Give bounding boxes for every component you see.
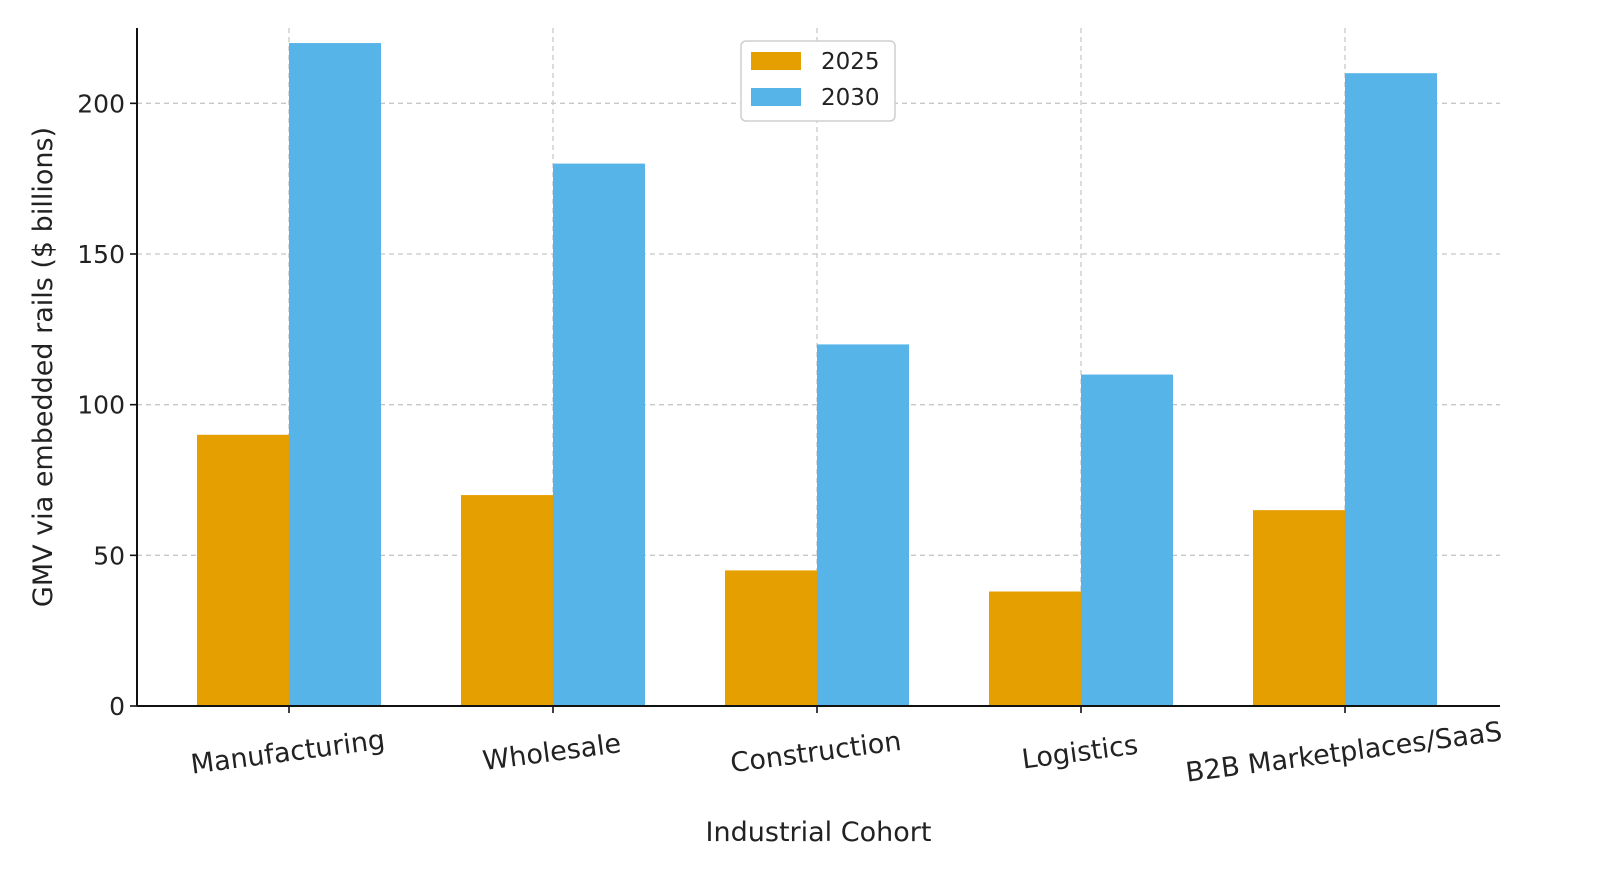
bar-2030-wholesale <box>553 163 645 707</box>
legend-label-2030: 2030 <box>821 85 880 111</box>
bar-2025-manufacturing <box>197 434 289 706</box>
x-tick-label: Logistics <box>1020 730 1140 776</box>
y-tick-label: 150 <box>77 240 125 269</box>
bar-2030-construction <box>817 344 909 706</box>
y-tick-label: 0 <box>109 692 125 721</box>
bar-2025-logistics <box>989 591 1081 706</box>
bar-2025-construction <box>725 570 817 706</box>
x-tick-label: Wholesale <box>481 728 623 777</box>
bars-layer <box>197 43 1437 707</box>
legend: 2025 2030 <box>740 40 896 122</box>
bar-2025-wholesale <box>461 495 553 706</box>
x-tick-label: B2B Marketplaces/SaaS <box>1184 716 1504 788</box>
x-axis-title: Industrial Cohort <box>706 817 932 848</box>
x-tick-label: Construction <box>729 726 903 779</box>
x-tick-label: Manufacturing <box>189 724 387 780</box>
bar-2025-b2b-marketplaces-saas <box>1253 510 1345 706</box>
legend-label-2025: 2025 <box>821 49 880 75</box>
y-tick-label: 100 <box>77 391 125 420</box>
y-tick-label: 200 <box>77 89 125 118</box>
legend-swatch-2025 <box>751 52 801 70</box>
bar-2030-b2b-marketplaces-saas <box>1345 73 1437 706</box>
y-tick-label: 50 <box>93 541 125 570</box>
axes-layer <box>136 28 1500 707</box>
y-axis-title: GMV via embedded rails ($ billions) <box>28 127 59 607</box>
legend-swatch-2030 <box>751 88 801 106</box>
bar-2030-logistics <box>1081 374 1173 706</box>
bar-2030-manufacturing <box>289 43 381 707</box>
